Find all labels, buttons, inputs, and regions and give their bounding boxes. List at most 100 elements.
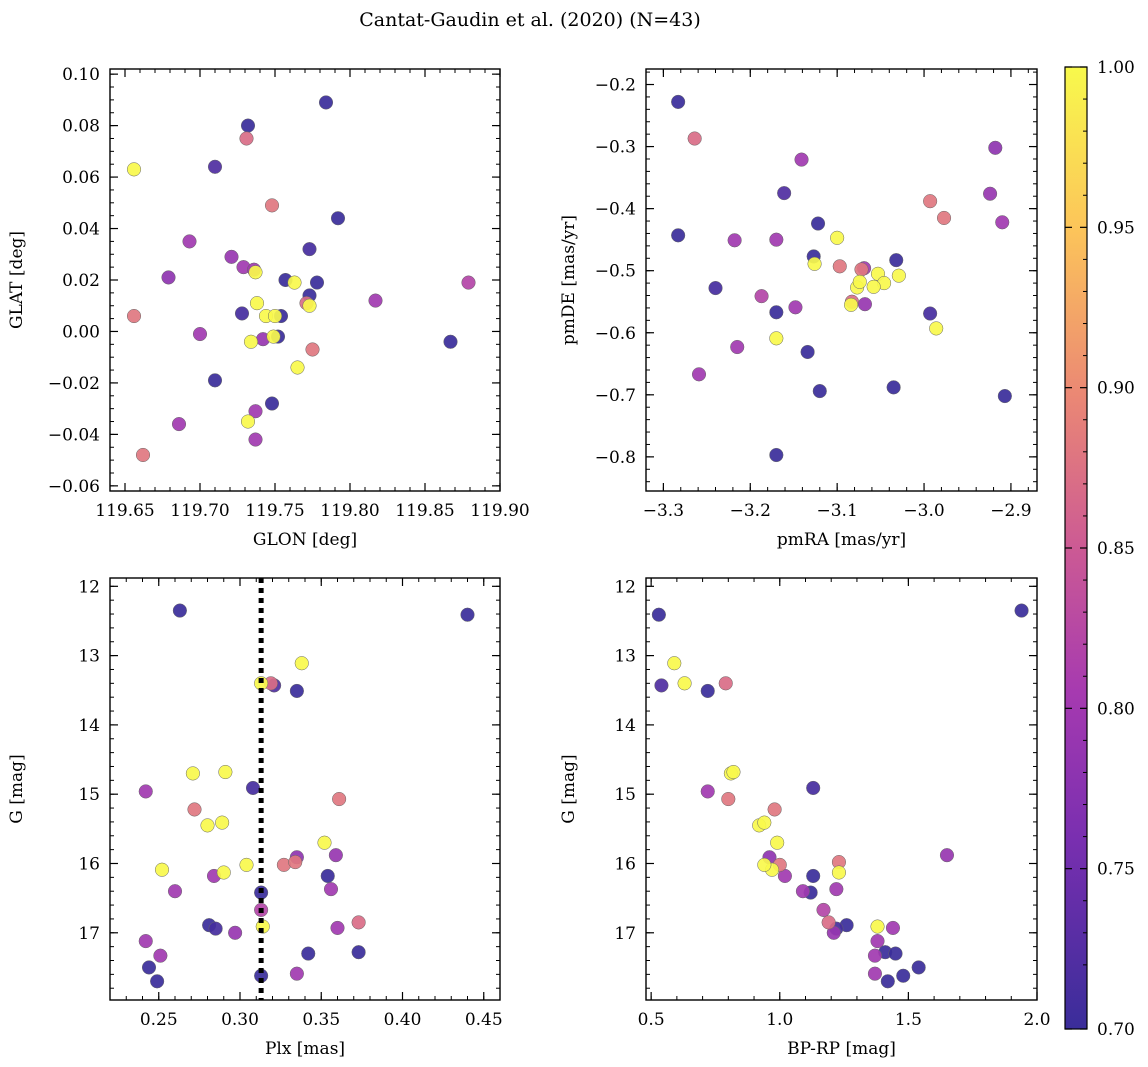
member-point	[651, 607, 666, 622]
member-point	[671, 228, 686, 243]
member-point	[330, 920, 345, 935]
x-tick-label: 119.70	[170, 501, 229, 521]
axes-frame	[109, 577, 501, 1001]
member-point	[216, 865, 231, 880]
axes-frame	[645, 68, 1038, 492]
member-point	[700, 784, 715, 799]
y-tick-label: 0.06	[62, 168, 100, 188]
data-points	[671, 94, 1012, 463]
member-point	[243, 334, 259, 349]
y-tick-label: −0.3	[595, 138, 636, 158]
member-point	[777, 186, 792, 201]
member-point	[852, 274, 867, 289]
member-point	[995, 215, 1010, 230]
member-point	[857, 297, 873, 312]
member-point	[167, 884, 183, 899]
panel-pmra-pmde: −3.3 −3.2 −3.1 −3.0 −2.9 −0.8 −0.7 −0.6 −0.5 −0.4…	[559, 68, 1038, 550]
member-point	[810, 216, 826, 231]
member-point	[880, 974, 895, 989]
y-tick-label: 12	[614, 577, 636, 597]
member-point	[807, 256, 822, 271]
member-point	[795, 884, 810, 899]
data-points	[126, 95, 476, 463]
member-point	[320, 868, 335, 884]
x-tick-label: 0.35	[302, 1010, 340, 1030]
y-tick-label: 0.04	[62, 220, 100, 240]
member-point	[264, 198, 280, 213]
x-tick-label: 0.45	[465, 1010, 503, 1030]
member-point	[923, 306, 938, 321]
member-point	[708, 281, 723, 296]
colorbar-tick-label: 0.70	[1097, 1020, 1135, 1040]
member-point	[718, 676, 733, 691]
member-point	[936, 210, 952, 225]
x-tick-label: 119.90	[470, 501, 529, 521]
member-point	[126, 162, 142, 177]
axes-frame	[645, 577, 1038, 1001]
member-point	[671, 94, 686, 109]
member-point	[867, 966, 882, 981]
member-point	[800, 344, 815, 360]
member-point	[983, 186, 998, 201]
x-tick-label: 0.30	[221, 1010, 259, 1030]
member-point	[290, 360, 305, 375]
member-point	[888, 946, 903, 961]
member-point	[318, 95, 334, 110]
member-point	[248, 404, 263, 419]
member-point	[351, 945, 366, 960]
member-point	[240, 118, 256, 133]
x-tick-label: 1.0	[766, 1010, 793, 1030]
colorbar-tick-label: 0.80	[1097, 699, 1135, 719]
x-tick-label: 0.25	[140, 1010, 178, 1030]
colorbar-tick-label: 0.95	[1097, 218, 1135, 238]
member-point	[832, 259, 847, 274]
member-point	[248, 265, 263, 280]
member-point	[305, 342, 320, 357]
y-tick-label: −0.7	[595, 386, 636, 406]
member-point	[794, 152, 809, 167]
member-point	[302, 242, 317, 257]
member-point	[150, 974, 165, 989]
x-tick-label: 119.80	[320, 501, 379, 521]
y-tick-label: 16	[78, 854, 100, 874]
member-point	[267, 308, 283, 324]
member-point	[228, 925, 243, 940]
member-point	[138, 934, 153, 949]
colorbar-tick-label: 1.00	[1097, 58, 1135, 78]
member-point	[138, 784, 153, 799]
x-tick-label: −3.1	[817, 501, 858, 521]
member-point	[288, 855, 303, 870]
member-point	[754, 289, 769, 304]
y-tick-label: 0.02	[62, 271, 100, 291]
y-tick-label: 0.08	[62, 117, 100, 137]
y-tick-label: 13	[614, 647, 636, 667]
member-point	[885, 920, 900, 935]
y-tick-label: −0.8	[595, 448, 636, 468]
colorbar-tick-label: 0.90	[1097, 379, 1135, 399]
y-tick-label: 15	[78, 785, 100, 805]
panel-plx-g: 0.25 0.30 0.35 0.40 0.45 12 13 14 15 16 17 Plx [mas…	[7, 577, 503, 1059]
member-point	[677, 676, 692, 691]
member-point	[870, 934, 885, 949]
member-point	[266, 329, 281, 344]
member-point	[806, 868, 821, 884]
member-point	[726, 764, 741, 780]
member-point	[289, 683, 304, 698]
member-point	[767, 802, 782, 817]
member-point	[867, 948, 882, 963]
y-tick-label: −0.5	[595, 262, 636, 282]
x-axis-label: pmRA [mas/yr]	[777, 530, 906, 550]
member-point	[806, 780, 821, 796]
member-point	[929, 321, 944, 336]
member-point	[185, 766, 200, 781]
member-point	[287, 275, 302, 290]
member-point	[896, 968, 911, 983]
member-point	[240, 414, 256, 429]
member-point	[239, 131, 254, 146]
member-point	[294, 656, 309, 671]
panel-glon-glat: 119.65 119.70 119.75 119.80 119.85 119.90 −0.0…	[7, 65, 530, 550]
member-point	[788, 300, 803, 315]
y-tick-label: 14	[78, 716, 100, 736]
member-point	[248, 432, 263, 447]
member-point	[182, 234, 197, 249]
